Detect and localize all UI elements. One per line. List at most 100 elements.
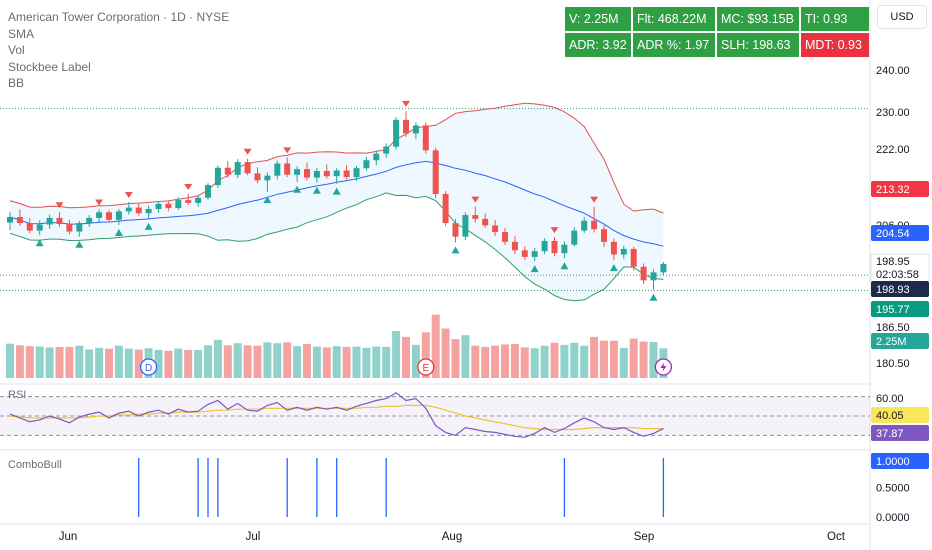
volume-bar [530, 348, 539, 378]
volume-bar [204, 345, 212, 378]
volume-bar [273, 343, 282, 378]
sma-badge-bg [871, 225, 929, 241]
lightning-icon-glyph [660, 362, 667, 372]
candle-body [264, 175, 271, 181]
stockbee-up-marker [75, 240, 84, 248]
volume-bar [15, 345, 24, 378]
countdown-label: 02:03:58 [876, 269, 919, 281]
stockbee-down-marker [184, 183, 193, 190]
candle-body [36, 224, 43, 231]
currency-selector[interactable]: USD [877, 5, 927, 29]
legend-bb[interactable]: BB [8, 76, 25, 90]
volume-bar [174, 348, 183, 378]
volume-bar [194, 349, 203, 378]
candle-body [135, 207, 142, 214]
candle-body [492, 225, 499, 233]
candle-body [581, 220, 588, 231]
volume-bar [649, 341, 658, 378]
volume-bar [55, 346, 64, 378]
volume-bar [619, 347, 628, 378]
rsi-tick-label: 60.00 [876, 393, 904, 405]
volume-bar [411, 344, 420, 378]
stockbee-up-marker [293, 185, 302, 193]
combobull-badge: 1.0000 [876, 456, 910, 468]
volume-bar [154, 349, 163, 378]
volume-bar [25, 346, 34, 378]
legend-vol[interactable]: Vol [8, 43, 25, 57]
volume-bar [639, 341, 648, 378]
volume-bar [223, 345, 232, 378]
event-marker-circle [417, 358, 435, 376]
volume-bar [609, 340, 618, 378]
stockbee-down-marker [590, 196, 599, 203]
volume-bar [600, 340, 608, 378]
volume-bar [233, 343, 242, 378]
volume-bar [590, 336, 599, 378]
rsi-badge: 37.87 [876, 428, 904, 440]
volume-bar [243, 345, 252, 378]
candle-body [383, 146, 390, 154]
volume-bar [471, 345, 480, 378]
stockbee-up-marker [332, 187, 341, 195]
rsi-ma-badge-bg [871, 407, 929, 423]
volume-badge-bg [871, 333, 929, 349]
candle-body [304, 169, 310, 178]
rsi-ma-badge: 40.05 [876, 410, 904, 422]
candle-body [96, 212, 103, 218]
volume-bar [580, 345, 589, 378]
candle-body [353, 168, 360, 178]
stat-mdt: MDT: 0.93 [801, 33, 869, 57]
stat-float: Flt: 468.22M [633, 7, 715, 31]
volume-bar [382, 346, 391, 378]
stockbee-down-marker [283, 147, 292, 154]
candle-body [284, 163, 291, 175]
event-marker-label: D [145, 363, 152, 374]
bollinger-upper-line [9, 102, 664, 214]
symbol-title[interactable]: American Tower Corporation · 1D · NYSE [8, 10, 230, 24]
candle-body [205, 185, 211, 198]
volume-bar [332, 346, 341, 378]
volume-bar [342, 346, 351, 378]
legend-sma[interactable]: SMA [8, 26, 35, 41]
combobull-tick-label: 0.5000 [876, 483, 910, 495]
candle-body [294, 169, 301, 175]
candle-body [403, 119, 409, 134]
candle-body [175, 200, 182, 209]
candle-body [373, 153, 380, 161]
price-tick-label: 230.00 [876, 107, 910, 119]
volume-bar [451, 339, 460, 378]
stockbee-up-marker [451, 246, 460, 254]
candle-body [165, 203, 172, 209]
bb-upper-badge-bg [871, 181, 929, 197]
stat-adr: ADR: 3.92 [565, 33, 631, 57]
volume-bar [114, 345, 123, 378]
time-axis-label: Aug [442, 531, 462, 543]
stockbee-down-marker [55, 202, 64, 209]
stockbee-up-marker [560, 262, 569, 270]
bollinger-lower-line [9, 192, 664, 302]
event-marker-circle [139, 358, 158, 376]
stat-ti: TI: 0.93 [801, 7, 869, 31]
candle-body [502, 232, 508, 242]
combobull-badge-bg [871, 453, 929, 469]
candle-body [393, 119, 400, 147]
candle-body [195, 197, 202, 203]
legend-stockbee[interactable]: Stockbee Label [8, 59, 91, 74]
event-marker-d: D [139, 358, 158, 376]
volume-bar [392, 331, 401, 378]
candle-body [640, 266, 647, 281]
stat-slh: SLH: 198.63 [717, 33, 799, 57]
sma-badge: 204.54 [876, 228, 910, 240]
volume-badge: 2.25M [876, 336, 907, 348]
candle-body [472, 215, 479, 219]
candle-body [432, 150, 439, 194]
candle-body [46, 217, 53, 225]
combobull-title: ComboBull [8, 459, 62, 471]
candle-body [571, 230, 578, 245]
volume-bar [95, 347, 104, 378]
candle-body [26, 223, 33, 231]
rsi-ma-line [9, 404, 664, 431]
volume-bar [431, 314, 440, 378]
candle-body [551, 240, 558, 254]
